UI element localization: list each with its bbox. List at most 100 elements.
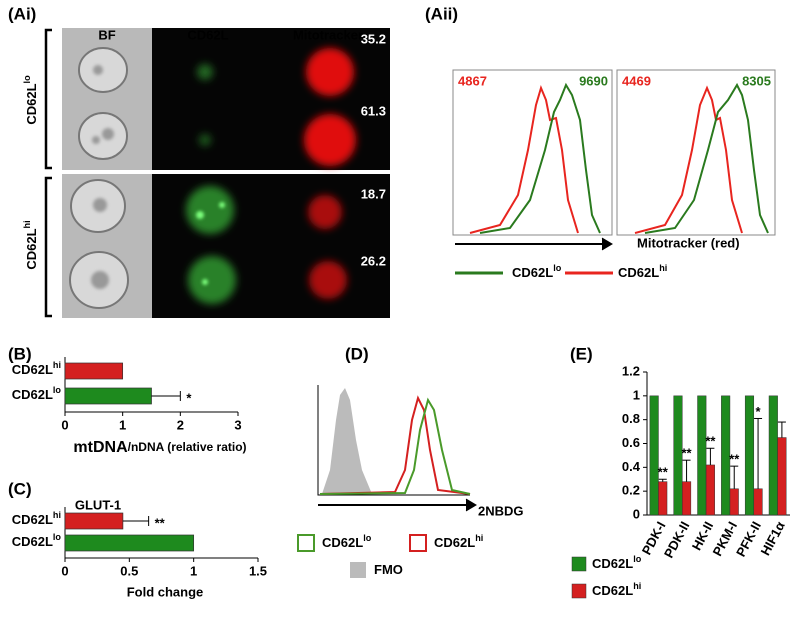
bar: [64, 387, 152, 405]
value-label: 61.3: [361, 103, 386, 118]
annotation: **: [682, 446, 693, 461]
histograms: [452, 69, 776, 251]
y-tick-label: CD62Lhi: [12, 360, 61, 377]
column-header: Mitotracker: [293, 27, 363, 42]
chart-title: GLUT-1: [75, 497, 121, 512]
x-tick-label: 1.5: [249, 563, 267, 578]
legend-label-sup: lo: [633, 554, 642, 564]
y-tick-label-sup: hi: [53, 510, 61, 520]
y-tick-label-base: CD62L: [12, 362, 53, 377]
x-tick-label: 3: [234, 417, 241, 432]
legend-label-sup: lo: [553, 263, 562, 273]
x-tick-label: 0: [61, 563, 68, 578]
bar: [744, 395, 755, 516]
bar: [768, 395, 778, 516]
row-label-sup: lo: [22, 75, 32, 84]
value-label: 8305: [742, 73, 771, 88]
bar: [64, 534, 195, 552]
legend-label-base: CD62L: [592, 556, 633, 571]
y-tick-label-base: CD62L: [12, 534, 53, 549]
panel-label: (E): [570, 344, 593, 363]
x-axis-label: Mitotracker (red): [637, 235, 740, 250]
legend-label: CD62Lhi: [618, 263, 667, 280]
bar: [777, 437, 787, 516]
legend-label-base: FMO: [374, 562, 403, 577]
micrographs: [44, 28, 390, 318]
annotation: **: [729, 452, 740, 467]
x-axis-label-main: mtDNA: [73, 439, 128, 456]
legend-label: CD62Llo: [592, 554, 642, 571]
y-tick-label: 0.6: [622, 435, 640, 450]
x-tick-label: 2: [177, 417, 184, 432]
bar: [673, 395, 683, 516]
value-label: 35.2: [361, 31, 386, 46]
column-header: CD62L: [187, 27, 228, 42]
legend-label-sup: hi: [659, 263, 667, 273]
annotation: **: [155, 515, 166, 530]
panel-label: (C): [8, 479, 32, 498]
y-tick-label: CD62Llo: [12, 385, 62, 402]
bar: [682, 481, 692, 516]
histogram: [317, 385, 477, 512]
x-axis-label: Fold change: [127, 584, 204, 599]
y-tick-label: CD62Llo: [12, 532, 62, 549]
annotation: *: [756, 404, 762, 419]
value-label: 26.2: [361, 253, 386, 268]
y-tick-label-sup: lo: [53, 385, 62, 395]
legend-label-sup: lo: [363, 533, 372, 543]
value-label: 18.7: [361, 186, 386, 201]
y-tick-label-base: CD62L: [12, 387, 53, 402]
legend-label: FMO: [374, 562, 403, 577]
y-tick-label: 1: [633, 387, 640, 402]
legend-swatch: [571, 583, 587, 599]
x-tick-label: 0: [61, 417, 68, 432]
y-tick-label: 0.2: [622, 483, 640, 498]
bar: [64, 362, 124, 380]
legend-label-base: CD62L: [618, 265, 659, 280]
legend-swatch: [350, 562, 366, 578]
x-axis-label: mtDNA/nDNA (relative ratio): [73, 439, 246, 456]
row-label-sup: hi: [22, 220, 32, 228]
x-axis-label-rest: /nDNA (relative ratio): [128, 440, 247, 454]
x-tick-label: 1: [119, 417, 126, 432]
y-tick-label: 0.8: [622, 411, 640, 426]
panel-label: (Ai): [8, 4, 36, 23]
x-tick-label: 1: [190, 563, 197, 578]
legend-label-base: CD62L: [592, 583, 633, 598]
bar: [729, 488, 739, 516]
annotation: **: [705, 434, 716, 449]
y-tick-label: 0.4: [622, 459, 641, 474]
y-tick-label: 0: [633, 506, 640, 521]
row-label: CD62Llo: [22, 75, 39, 125]
y-tick-label-base: CD62L: [12, 512, 53, 527]
legend-swatch: [409, 534, 427, 552]
y-tick-label: 1.2: [622, 363, 640, 378]
row-label: CD62Lhi: [22, 220, 39, 269]
value-label: 9690: [579, 73, 608, 88]
panel-label: (D): [345, 344, 369, 363]
value-label: 4867: [458, 73, 487, 88]
legend-label: CD62Llo: [322, 533, 372, 550]
annotation: *: [186, 390, 192, 405]
bar: [753, 488, 763, 516]
bar: [649, 395, 659, 516]
panel-label: (B): [8, 344, 32, 363]
legend-swatch: [297, 534, 315, 552]
legend-swatch: [571, 556, 587, 572]
value-label: 4469: [622, 73, 651, 88]
y-tick-label-sup: hi: [53, 360, 61, 370]
panel-label: (Aii): [425, 4, 458, 23]
y-tick-label-sup: lo: [53, 532, 62, 542]
legend-label-sup: hi: [633, 581, 641, 591]
legend-label: CD62Lhi: [434, 533, 483, 550]
annotation: **: [658, 465, 669, 480]
x-tick-label: 0.5: [120, 563, 138, 578]
bar: [64, 512, 124, 530]
legend-label-base: CD62L: [322, 535, 363, 550]
legend-label: CD62Lhi: [592, 581, 641, 598]
legend-label-base: CD62L: [512, 265, 553, 280]
legend-label-sup: hi: [475, 533, 483, 543]
bar: [721, 395, 731, 516]
legend-label-base: CD62L: [434, 535, 475, 550]
